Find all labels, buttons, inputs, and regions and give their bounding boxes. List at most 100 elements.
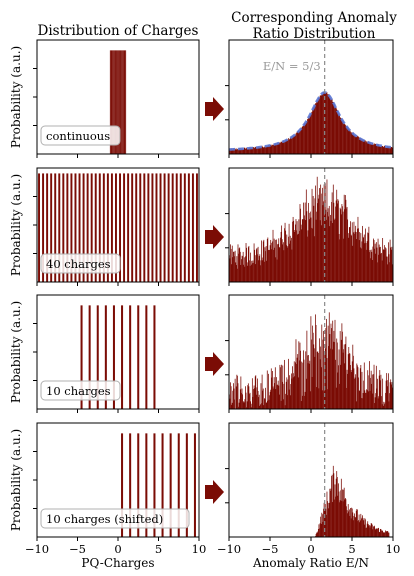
anomaly-bar: [282, 140, 284, 154]
anomaly-bar: [342, 206, 343, 282]
anomaly-bar: [238, 253, 239, 282]
anomaly-bar: [239, 148, 241, 154]
anomaly-bar: [253, 243, 255, 282]
anomaly-bar: [364, 140, 366, 154]
row-3-arrow: [205, 352, 224, 376]
anomaly-bar: [309, 219, 311, 282]
anomaly-bar: [376, 145, 378, 154]
anomaly-bar: [383, 532, 385, 537]
anomaly-bar: [282, 244, 284, 282]
anomaly-bar: [355, 239, 357, 282]
anomaly-bar: [383, 401, 385, 409]
anomaly-bar: [274, 383, 276, 409]
anomaly-bar: [367, 141, 369, 154]
anomaly-bar: [245, 256, 246, 282]
anomaly-bar: [340, 490, 342, 537]
anomaly-bar: [275, 257, 277, 282]
anomaly-bar: [343, 122, 345, 154]
anomaly-bar: [350, 132, 352, 154]
charges-panel-4-xlabel: PQ-Charges: [81, 556, 154, 570]
anomaly-bar: [272, 144, 274, 154]
anomaly-bar: [383, 404, 385, 409]
anomaly-bar: [235, 386, 237, 409]
anomaly-bar: [316, 387, 318, 409]
charge-bar: [115, 50, 117, 155]
anomaly-bar: [255, 394, 257, 409]
anomaly-bar: [316, 100, 318, 154]
anomaly-bar: [308, 116, 310, 154]
anomaly-bar: [234, 256, 235, 282]
anomaly-bar: [250, 148, 252, 154]
charge-bar: [102, 173, 105, 282]
anomaly-bar: [242, 251, 244, 282]
anomaly-bar: [309, 115, 311, 154]
anomaly-bar: [381, 145, 383, 154]
anomaly-bar: [369, 250, 371, 282]
anomaly-bar: [382, 405, 384, 409]
anomaly-bar: [259, 254, 261, 282]
anomaly-bar: [266, 260, 268, 282]
anomaly-bar: [295, 219, 297, 282]
anomaly-bar: [287, 140, 289, 154]
anomaly-bar: [344, 363, 346, 409]
anomaly-bar: [267, 237, 269, 282]
anomaly-bar: [290, 395, 292, 409]
anomaly-bar: [339, 239, 340, 282]
anomaly-bar: [298, 341, 300, 409]
anomaly-bar: [249, 260, 250, 282]
anomaly-bar: [369, 142, 370, 154]
anomaly-bar: [373, 374, 374, 409]
anomaly-bar: [343, 349, 344, 409]
charge-bar: [122, 50, 124, 155]
anomaly-bar: [313, 348, 315, 409]
anomaly-bar: [335, 206, 336, 282]
anomaly-bar: [271, 146, 273, 154]
anomaly-bar: [339, 500, 341, 537]
anomaly-bar: [343, 194, 345, 282]
anomaly-bar: [375, 393, 377, 409]
anomaly-panel-4-xtick-label: 10: [386, 542, 401, 556]
anomaly-bar: [346, 208, 347, 282]
anomaly-bar: [251, 148, 253, 154]
anomaly-bar: [303, 359, 305, 409]
anomaly-bar: [375, 253, 377, 282]
anomaly-bar: [269, 395, 270, 409]
anomaly-bar: [330, 323, 332, 409]
anomaly-bar: [295, 362, 296, 409]
charge-bar: [86, 173, 89, 282]
anomaly-bar: [382, 532, 384, 537]
anomaly-bar: [370, 249, 372, 282]
anomaly-bar: [346, 126, 347, 154]
anomaly-bar: [383, 245, 385, 282]
anomaly-bar: [353, 368, 355, 409]
anomaly-bar: [230, 244, 231, 282]
anomaly-bar: [320, 346, 322, 409]
anomaly-bar: [263, 239, 265, 282]
anomaly-bar: [285, 393, 287, 409]
anomaly-bar: [303, 202, 304, 282]
anomaly-bar: [322, 93, 324, 154]
anomaly-bar: [291, 378, 293, 409]
anomaly-bar: [234, 378, 236, 409]
anomaly-bar: [376, 528, 378, 537]
anomaly-bar: [359, 138, 361, 154]
anomaly-bar: [355, 135, 357, 154]
anomaly-bar: [346, 369, 348, 409]
anomaly-bar: [363, 520, 365, 537]
anomaly-bar: [250, 147, 252, 154]
anomaly-bar: [353, 515, 355, 537]
anomaly-bar: [254, 249, 256, 282]
anomaly-bar: [280, 231, 282, 282]
charge-bar: [58, 173, 61, 282]
anomaly-bar: [316, 532, 318, 537]
anomaly-bar: [355, 136, 357, 154]
anomaly-bar: [326, 358, 328, 409]
anomaly-bar: [378, 244, 380, 282]
anomaly-bar: [354, 134, 355, 154]
anomaly-bar: [390, 379, 392, 409]
charges-panel-3-ylabel: Probability (a.u.): [9, 301, 23, 403]
anomaly-bar: [346, 127, 348, 154]
anomaly-bar: [358, 377, 359, 409]
anomaly-bar: [262, 241, 264, 282]
anomaly-bar: [292, 135, 294, 154]
